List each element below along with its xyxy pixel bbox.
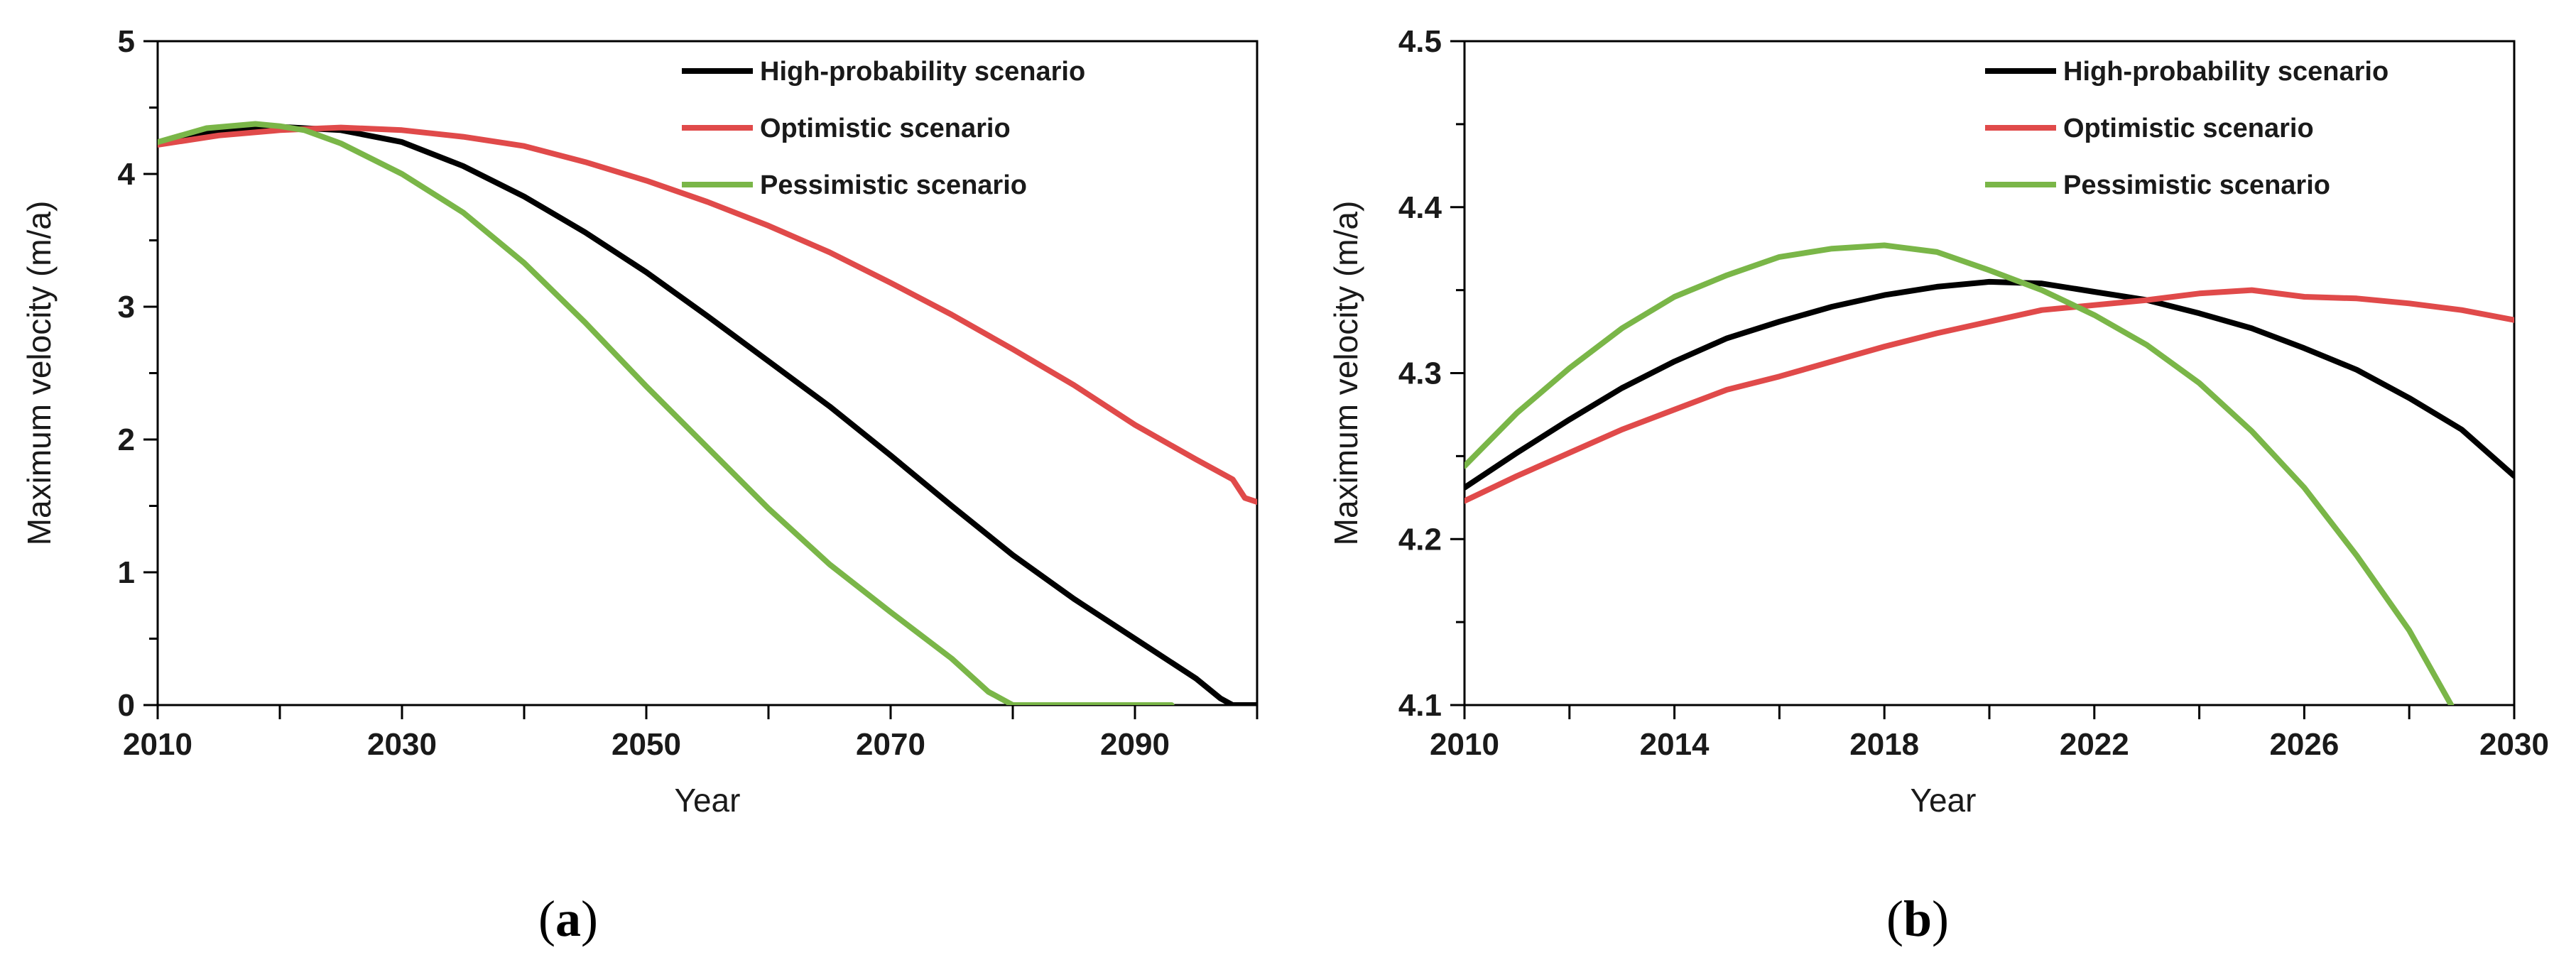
y-tick-label: 4.1 bbox=[1398, 688, 1442, 723]
y-axis-title: Maximum velocity (m/a) bbox=[21, 201, 58, 546]
series-line-pessimistic-scenario bbox=[158, 121, 1175, 705]
panel-label-open-paren: ( bbox=[538, 890, 555, 947]
x-tick-label: 2018 bbox=[1849, 727, 1919, 762]
x-tick-label: 2010 bbox=[123, 727, 192, 762]
series-line-optimistic-scenario bbox=[158, 124, 1257, 505]
panel-label-close-paren: ) bbox=[1932, 890, 1949, 947]
legend-label: Optimistic scenario bbox=[760, 114, 1011, 143]
x-tick-label: 2030 bbox=[367, 727, 437, 762]
legend-label: Optimistic scenario bbox=[2063, 114, 2314, 143]
series-line-high-probability-scenario bbox=[158, 124, 1257, 705]
x-tick-label: 2070 bbox=[856, 727, 925, 762]
y-tick-label: 4 bbox=[118, 157, 136, 192]
panel-label-letter: a bbox=[555, 890, 581, 947]
x-axis-title: Year bbox=[1911, 782, 1977, 819]
y-tick-label: 1 bbox=[118, 555, 135, 590]
panel-label: (a) bbox=[538, 890, 598, 947]
x-tick-label: 2014 bbox=[1640, 727, 1710, 762]
x-tick-label: 2026 bbox=[2269, 727, 2339, 762]
plot-area-frame bbox=[1463, 40, 2516, 706]
legend-label: High-probability scenario bbox=[2063, 57, 2388, 87]
y-tick-label: 4.3 bbox=[1398, 356, 1442, 391]
y-tick-label: 5 bbox=[118, 24, 135, 59]
x-tick-label: 2050 bbox=[612, 727, 681, 762]
plot-area-frame bbox=[156, 40, 1259, 706]
x-tick-label: 2030 bbox=[2479, 727, 2549, 762]
legend-label: Pessimistic scenario bbox=[2063, 170, 2330, 200]
x-axis-title: Year bbox=[675, 782, 741, 819]
legend-label: Pessimistic scenario bbox=[760, 170, 1027, 200]
series-line-optimistic-scenario bbox=[1464, 287, 2514, 504]
y-tick-label: 4.2 bbox=[1398, 522, 1442, 557]
x-tick-label: 2022 bbox=[2060, 727, 2129, 762]
x-tick-label: 2090 bbox=[1100, 727, 1170, 762]
chart-panel-b: 4.1 4.2 4.3 4.4 4.5 2010 2014 2018 2022 2026 2030 Y… bbox=[1327, 24, 2549, 947]
y-tick-label: 0 bbox=[118, 688, 135, 723]
legend-label: High-probability scenario bbox=[760, 57, 1085, 87]
chart-panel-a: 0 1 2 3 4 5 2010 2030 2050 2070 2090 Year Maximum ve… bbox=[21, 24, 1259, 947]
panel-label: (b) bbox=[1886, 890, 1949, 947]
y-tick-label: 4.5 bbox=[1398, 24, 1442, 59]
y-axis-title: Maximum velocity (m/a) bbox=[1327, 201, 1364, 546]
panel-label-close-paren: ) bbox=[581, 890, 598, 947]
y-tick-label: 2 bbox=[118, 422, 135, 457]
series-line-pessimistic-scenario bbox=[1464, 242, 2455, 705]
panel-label-letter: b bbox=[1903, 890, 1932, 947]
x-tick-label: 2010 bbox=[1430, 727, 1499, 762]
y-tick-label: 4.4 bbox=[1398, 190, 1442, 225]
panel-label-open-paren: ( bbox=[1886, 890, 1903, 947]
series-line-high-probability-scenario bbox=[1464, 278, 2514, 491]
y-tick-label: 3 bbox=[118, 290, 135, 324]
